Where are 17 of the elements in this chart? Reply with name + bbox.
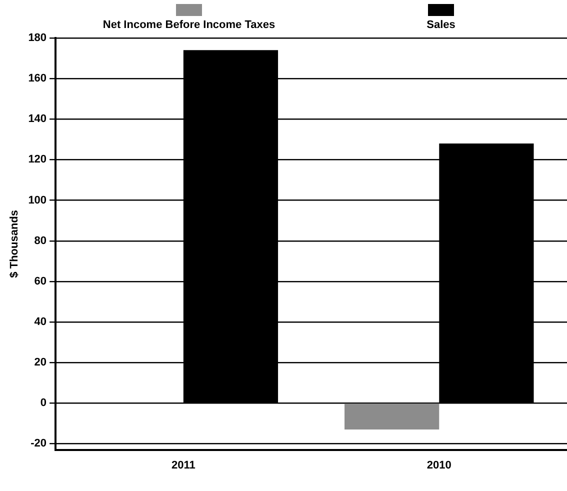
y-tick-label: 120: [28, 154, 47, 166]
y-axis-title: $ Thousands: [8, 210, 21, 278]
y-tick-label: -20: [30, 438, 47, 450]
y-tick-label: 20: [34, 356, 47, 369]
y-tick-label: 60: [34, 275, 47, 288]
bar: [344, 404, 440, 430]
legend-label: Sales: [426, 19, 456, 31]
x-tick-label: 2011: [171, 459, 196, 472]
legend-label: Net Income Before Income Taxes: [102, 19, 276, 31]
y-tick-label: 100: [28, 194, 47, 206]
y-tick-label: 40: [34, 316, 47, 328]
y-tick-label: 160: [28, 72, 47, 85]
y-tick-label: 80: [34, 234, 47, 247]
y-tick-label: 140: [28, 113, 47, 126]
y-tick-label: 0: [40, 397, 47, 410]
x-tick-label: 2010: [426, 459, 452, 472]
y-tick-label: 180: [28, 32, 47, 44]
